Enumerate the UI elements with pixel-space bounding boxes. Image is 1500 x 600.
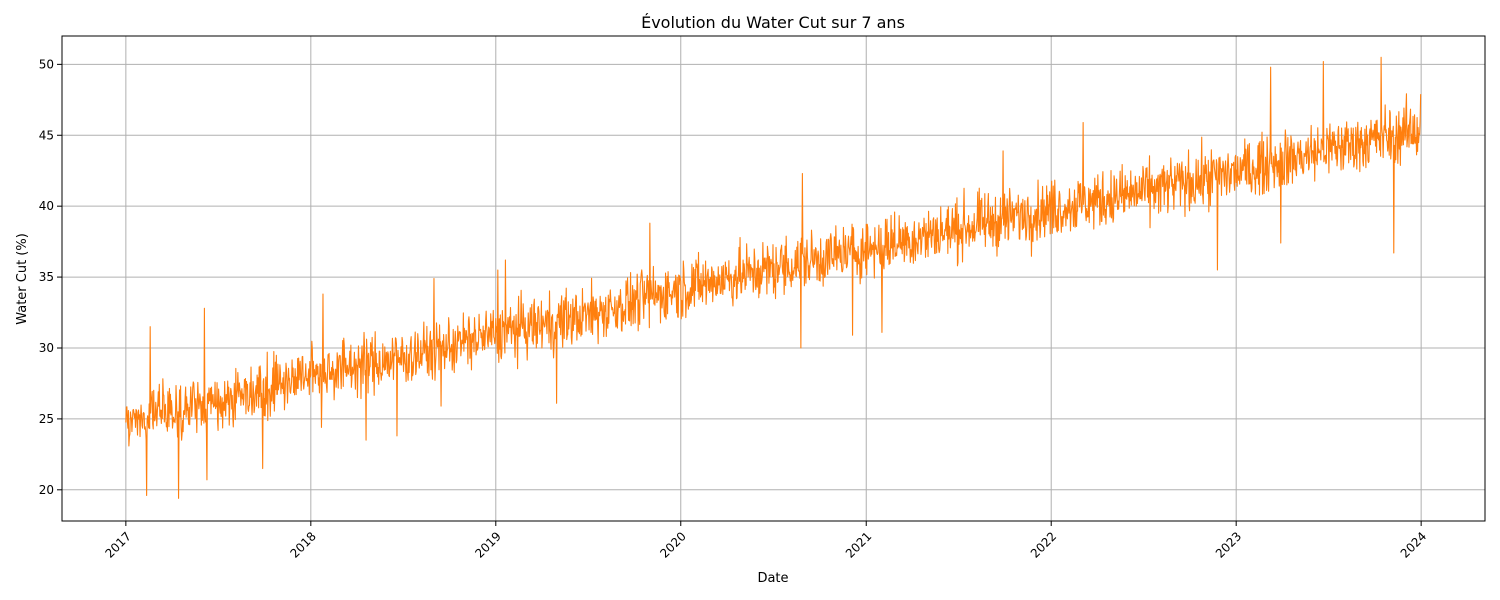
plot-frame xyxy=(61,35,1486,522)
y-tick-label: 35 xyxy=(39,270,54,284)
y-tick-label: 40 xyxy=(39,199,54,213)
y-tick-label: 30 xyxy=(39,341,54,355)
y-tick-label: 50 xyxy=(39,57,54,71)
series-group xyxy=(125,56,1422,499)
y-axis-ticks: 20 25 30 35 40 45 50 xyxy=(39,57,62,497)
water-cut-series-line xyxy=(125,56,1422,499)
y-tick-label: 20 xyxy=(39,483,54,497)
y-tick-label: 45 xyxy=(39,128,54,142)
x-axis-label: Date xyxy=(757,571,788,586)
y-tick-label: 25 xyxy=(39,412,54,426)
y-axis-label: Water Cut (%) xyxy=(15,233,30,325)
grid-lines xyxy=(62,36,1485,521)
chart-title: Évolution du Water Cut sur 7 ans xyxy=(641,13,905,32)
